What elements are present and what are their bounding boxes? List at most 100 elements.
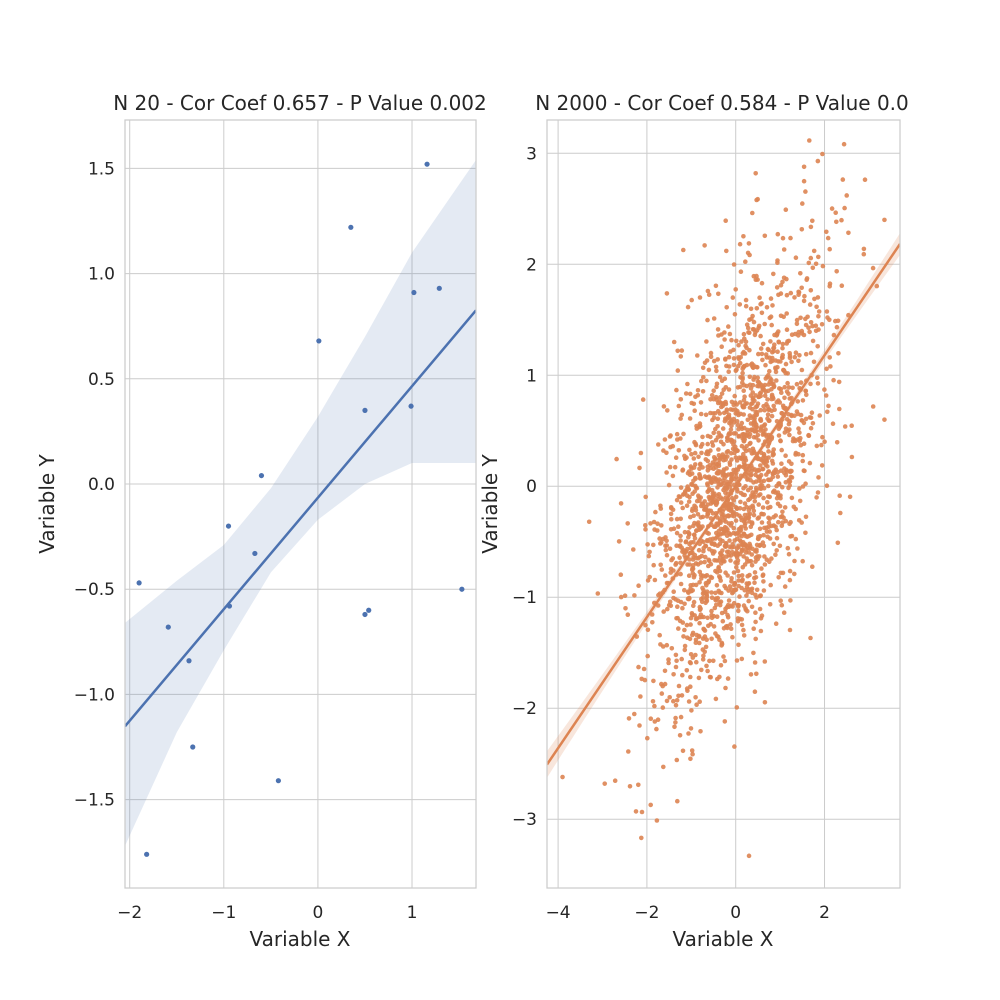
scatter-point [819,322,825,327]
scatter-point [712,549,717,554]
left-chart-title: N 20 - Cor Coef 0.657 - P Value 0.002 [113,91,487,115]
scatter-point [787,577,793,583]
scatter-point [844,193,850,198]
x-tick-label: 2 [819,903,830,923]
scatter-point [667,464,673,470]
scatter-point [767,602,773,607]
scatter-point [688,514,693,520]
scatter-point [678,397,684,402]
scatter-point [671,672,676,677]
scatter-point [770,303,775,308]
scatter-point [713,590,718,596]
scatter-point [686,699,692,704]
scatter-point [691,456,697,461]
scatter-point [664,543,670,548]
scatter-point [792,295,797,300]
scatter-point [724,623,730,629]
scatter-point [673,715,678,721]
scatter-point [751,650,756,656]
scatter-point [750,503,755,509]
scatter-point [652,703,657,709]
scatter-point [695,353,700,358]
scatter-point [703,412,709,418]
scatter-point [674,530,680,536]
scatter-point [708,350,714,356]
scatter-point [408,403,414,409]
scatter-point [741,412,746,417]
scatter-point [840,177,846,182]
scatter-point [834,269,839,274]
scatter-point [822,439,827,445]
scatter-point [751,319,757,325]
scatter-point [707,546,712,552]
scatter-point [734,546,740,551]
scatter-point [766,515,771,521]
scatter-point [699,501,705,507]
scatter-point [678,581,684,587]
regression-line [125,309,476,728]
scatter-point [764,529,770,534]
scatter-point [741,506,747,512]
scatter-point [747,441,752,447]
scatter-point [190,744,196,750]
scatter-point [717,602,723,608]
scatter-point [722,418,728,424]
left-tick-labels: −2 −1 0 1 −1.5 −1.0 −0.5 0.0 0.5 1.0 1.5 [74,159,418,923]
scatter-point [788,519,793,525]
scatter-point [656,592,661,598]
scatter-point [709,595,715,600]
scatter-point [814,304,819,310]
scatter-point [714,633,720,639]
scatter-point [656,442,661,447]
scatter-point [794,409,800,414]
scatter-point [743,259,748,265]
scatter-point [760,540,766,545]
scatter-point [734,419,740,424]
scatter-point [716,447,721,452]
scatter-point [687,447,692,453]
scatter-point [827,355,832,360]
scatter-point [618,501,624,506]
scatter-point [786,391,791,397]
scatter-point [711,430,716,436]
scatter-point [672,464,678,470]
right-scatter-panel: N 2000 - Cor Coef 0.584 - P Value 0.0 −4… [478,91,909,951]
scatter-point [684,668,690,673]
scatter-point [738,499,743,505]
scatter-point [632,711,637,717]
scatter-point [800,201,805,206]
scatter-point [760,386,765,391]
scatter-point [696,547,702,553]
scatter-point [788,290,794,296]
scatter-point [773,621,779,626]
scatter-point [678,485,684,490]
scatter-point [685,304,691,310]
scatter-point [758,463,763,468]
y-tick-label: 3 [526,144,537,164]
scatter-point [686,731,691,736]
scatter-point [258,472,265,479]
y-tick-label: −1.5 [74,791,115,811]
scatter-point [651,678,656,684]
scatter-point [811,359,817,365]
scatter-point [810,265,816,271]
scatter-point [796,426,801,431]
scatter-point [687,636,693,642]
scatter-point [686,499,692,504]
scatter-point [737,384,743,390]
scatter-point [743,543,748,548]
scatter-point [723,490,728,496]
scatter-point [772,407,777,413]
scatter-point [823,393,829,398]
scatter-point [717,574,722,579]
scatter-point [753,592,758,598]
scatter-point [753,619,758,625]
scatter-point [702,559,707,565]
scatter-point [638,450,644,456]
scatter-point [728,501,734,507]
scatter-point [674,516,680,522]
scatter-point [690,491,695,497]
scatter-point [708,354,714,360]
scatter-point [728,558,733,563]
scatter-point [366,607,372,613]
